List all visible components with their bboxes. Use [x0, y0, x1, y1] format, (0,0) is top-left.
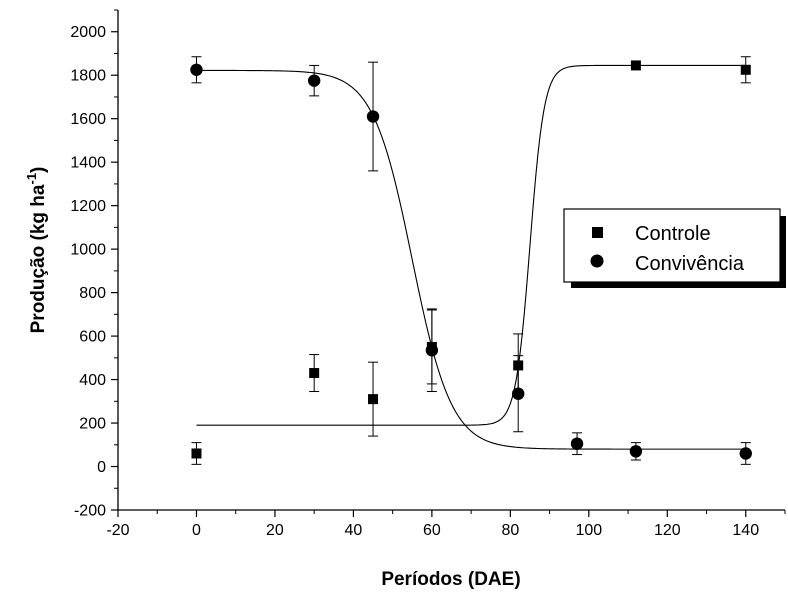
y-tick-label: 1200	[70, 198, 106, 215]
y-tick-label: 400	[79, 372, 106, 389]
y-tick-label: 1600	[70, 111, 106, 128]
point-convivencia	[307, 74, 321, 87]
y-tick-label: 600	[79, 329, 106, 346]
x-axis-title: Períodos (DAE)	[381, 569, 520, 590]
x-tick-label: 0	[192, 522, 201, 539]
point-controle	[513, 360, 524, 371]
legend-label-convivencia: Convivência	[635, 253, 745, 275]
y-tick-label: 1000	[70, 242, 106, 259]
y-tick-label: 2000	[70, 24, 106, 41]
point-controle	[191, 448, 202, 459]
point-controle	[740, 64, 751, 75]
legend-box	[563, 208, 781, 283]
x-tick-label: 120	[654, 522, 681, 539]
data-markers	[190, 60, 752, 460]
fit-curve-0	[196, 64, 746, 426]
fit-curve-1	[196, 69, 746, 450]
point-convivencia	[629, 445, 643, 458]
x-tick-label: 40	[345, 522, 363, 539]
point-convivencia	[739, 447, 752, 460]
legend-marker-convivencia	[590, 254, 604, 268]
point-convivencia	[425, 344, 439, 357]
y-tick-label: 0	[97, 459, 106, 476]
point-convivencia	[570, 437, 584, 450]
x-tick-label: 100	[575, 522, 602, 539]
y-axis-title-superscript: -1	[24, 173, 39, 185]
axes: -20 0 20 40 60 80 100 120 140-200020040060080010…	[70, 9, 786, 539]
y-axis-title-main: Produção (kg ha	[28, 184, 49, 333]
point-convivencia	[512, 387, 525, 400]
legend: Controle Convivência	[563, 208, 786, 288]
legend-marker-controle	[592, 227, 603, 238]
x-tick-label: 20	[266, 522, 284, 539]
y-tick-label: 1400	[70, 155, 106, 172]
legend-label-controle: Controle	[635, 223, 711, 245]
point-controle	[309, 368, 320, 379]
x-tick-label: 140	[732, 522, 759, 539]
fit-curves	[196, 64, 746, 450]
point-convivencia	[366, 110, 380, 123]
y-axis-title: Produção (kg ha-1)	[24, 167, 49, 334]
y-tick-label: -200	[74, 503, 106, 520]
y-tick-label: 800	[79, 285, 106, 302]
point-convivencia	[190, 63, 203, 76]
y-tick-label: 1800	[70, 68, 106, 85]
x-tick-label: -20	[106, 522, 129, 539]
y-axis-title-end: )	[28, 167, 49, 173]
point-controle	[368, 394, 379, 405]
point-controle	[630, 60, 641, 71]
x-tick-label: 80	[501, 522, 519, 539]
x-tick-label: 60	[423, 522, 441, 539]
y-tick-label: 200	[79, 416, 106, 433]
